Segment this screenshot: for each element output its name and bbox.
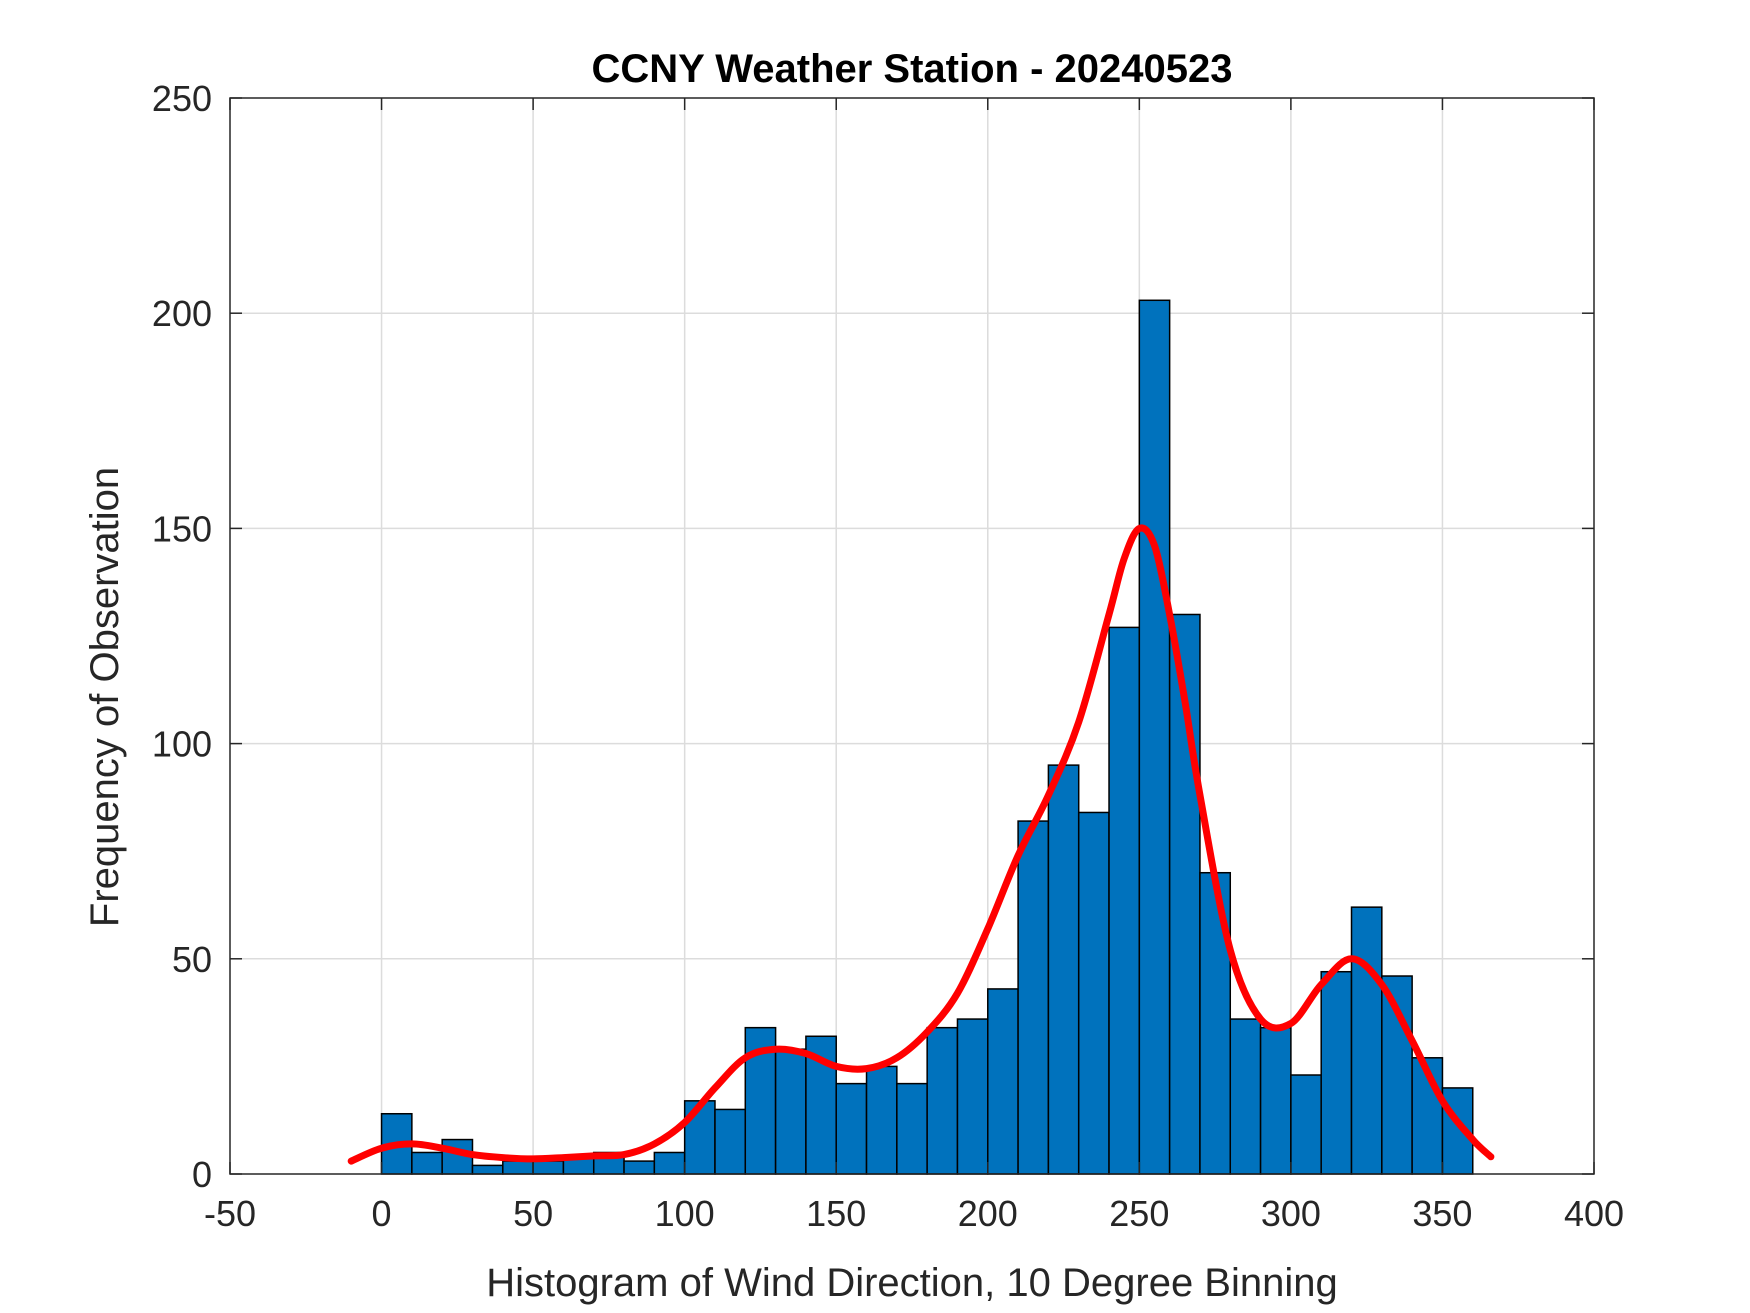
histogram-bar <box>623 1160 656 1175</box>
histogram-bar <box>1259 1026 1292 1175</box>
x-axis-label: Histogram of Wind Direction, 10 Degree B… <box>486 1261 1338 1305</box>
histogram-bar <box>1077 811 1110 1175</box>
y-tick-label: 50 <box>172 939 212 980</box>
histogram-bar <box>1441 1087 1474 1175</box>
histogram-bar <box>835 1082 868 1175</box>
histogram-bar <box>956 1018 989 1175</box>
histogram-bar <box>1047 764 1080 1175</box>
x-tick-label: 400 <box>1564 1193 1624 1234</box>
histogram-bar <box>532 1160 565 1175</box>
histogram-bar <box>1108 626 1141 1175</box>
x-tick-label: 350 <box>1412 1193 1472 1234</box>
x-tick-label: 0 <box>372 1193 392 1234</box>
histogram-bar <box>683 1100 716 1175</box>
histogram-bar <box>1320 970 1353 1175</box>
y-tick-label: 150 <box>152 508 212 549</box>
histogram-bar <box>987 988 1019 1175</box>
x-tick-label: 200 <box>958 1193 1018 1234</box>
histogram-bar <box>1350 906 1383 1175</box>
grid-lines <box>230 98 1594 1174</box>
histogram-bar <box>411 1151 443 1175</box>
histogram-bar <box>926 1026 959 1175</box>
x-tick-label: -50 <box>204 1193 256 1234</box>
y-tick-label: 100 <box>152 724 212 765</box>
histogram-bar <box>865 1065 898 1175</box>
histogram-bar <box>774 1048 807 1175</box>
x-tick-label: 100 <box>655 1193 715 1234</box>
axis-ticks <box>229 97 1595 1175</box>
x-tick-label: 50 <box>513 1193 553 1234</box>
plot-frame <box>229 97 1595 1175</box>
histogram-bar <box>714 1108 747 1175</box>
histogram-bars <box>380 299 1474 1175</box>
histogram-bar <box>896 1082 928 1175</box>
histogram-bar <box>1138 299 1171 1175</box>
histogram-bar <box>1229 1018 1262 1175</box>
x-tick-label: 300 <box>1261 1193 1321 1234</box>
x-tick-label: 250 <box>1109 1193 1169 1234</box>
y-tick-label: 0 <box>192 1154 212 1195</box>
y-tick-label: 250 <box>152 78 212 119</box>
x-tick-labels: -50 0 50 100 150 200 250 300 350 400 <box>204 1193 1624 1234</box>
histogram-bar <box>1017 820 1050 1175</box>
histogram-bar <box>653 1151 686 1175</box>
y-tick-labels: 0 50 100 150 200 250 <box>152 78 212 1195</box>
histogram-bar <box>471 1164 504 1175</box>
histogram-bar <box>1290 1074 1322 1175</box>
chart-title: CCNY Weather Station - 20240523 <box>592 47 1233 91</box>
x-tick-label: 150 <box>806 1193 866 1234</box>
y-axis-label: Frequency of Observation <box>83 467 127 927</box>
histogram-bar <box>502 1160 534 1175</box>
y-tick-label: 200 <box>152 293 212 334</box>
fit-curve <box>347 524 1495 1165</box>
